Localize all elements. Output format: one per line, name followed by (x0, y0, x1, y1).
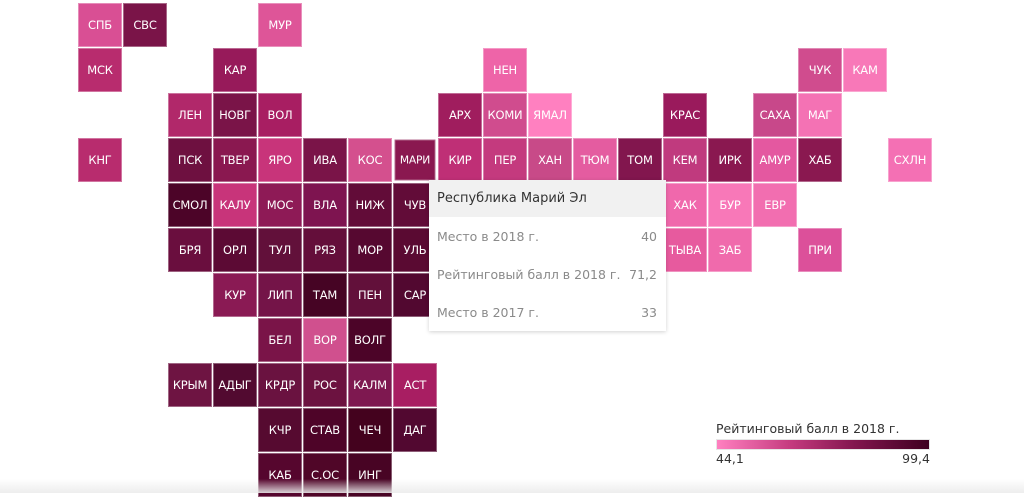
region-tile[interactable]: КЕМ (663, 138, 707, 182)
region-tile[interactable]: КАЛМ (348, 363, 392, 407)
region-tile[interactable]: ХАК (663, 183, 707, 227)
region-tile[interactable]: КРДР (258, 363, 302, 407)
region-tile[interactable]: ИНГ (348, 453, 392, 497)
region-tile[interactable]: АМУР (753, 138, 797, 182)
region-tile[interactable]: ТАМ (303, 273, 347, 317)
region-tile[interactable]: ВЛА (303, 183, 347, 227)
region-tile[interactable]: АСТ (393, 363, 437, 407)
tooltip-value: 33 (641, 304, 657, 320)
region-tile[interactable]: КАМ (843, 48, 887, 92)
region-tile[interactable]: ВОЛГ (348, 318, 392, 362)
region-tile[interactable]: КАБ (258, 453, 302, 497)
region-tile[interactable]: ЯРО (258, 138, 302, 182)
region-tile[interactable]: АДЫГ (213, 363, 257, 407)
region-tile[interactable]: САХА (753, 93, 797, 137)
region-tile[interactable]: ХАН (528, 138, 572, 182)
region-tile[interactable]: КЧР (258, 408, 302, 452)
region-tile[interactable]: ЧЕЧ (348, 408, 392, 452)
region-tile[interactable]: КИР (438, 138, 482, 182)
region-tile[interactable]: ЧУК (798, 48, 842, 92)
region-tile[interactable]: ПЕР (483, 138, 527, 182)
region-tile[interactable]: НОВГ (213, 93, 257, 137)
region-tile[interactable]: КАР (213, 48, 257, 92)
region-tile[interactable]: РЯЗ (303, 228, 347, 272)
region-tile[interactable]: ВОЛ (258, 93, 302, 137)
tooltip-value: 71,2 (629, 266, 657, 282)
region-tile[interactable]: КНГ (78, 138, 122, 182)
region-tile[interactable]: ТУЛ (258, 228, 302, 272)
region-tile[interactable]: ИВА (303, 138, 347, 182)
tooltip-row-score-2018: Рейтинговый балл в 2018 г. 71,2 (429, 255, 666, 293)
tooltip-row-rank-2017: Место в 2017 г. 33 (429, 293, 666, 331)
legend-gradient-bar (716, 439, 930, 450)
tooltip-label: Рейтинговый балл в 2018 г. (437, 266, 621, 282)
region-tile[interactable]: ДАГ (393, 408, 437, 452)
region-tile[interactable]: ЛИП (258, 273, 302, 317)
region-tile[interactable]: СМОЛ (168, 183, 212, 227)
region-tile[interactable]: ВОР (303, 318, 347, 362)
legend-title: Рейтинговый балл в 2018 г. (716, 421, 900, 436)
region-tile[interactable]: КОМИ (483, 93, 527, 137)
region-tile[interactable]: С.ОС (303, 453, 347, 497)
region-tile[interactable]: ИРК (708, 138, 752, 182)
region-tile[interactable]: МАГ (798, 93, 842, 137)
region-tile[interactable]: СВС (123, 3, 167, 47)
tooltip-label: Место в 2017 г. (437, 304, 539, 320)
region-tile[interactable]: КРЫМ (168, 363, 212, 407)
region-tile[interactable]: КОС (348, 138, 392, 182)
tooltip-value: 40 (641, 228, 657, 244)
region-tile[interactable]: ТОМ (618, 138, 662, 182)
region-tile[interactable]: РОС (303, 363, 347, 407)
legend-min-label: 44,1 (716, 451, 744, 466)
region-tile[interactable]: НЕН (483, 48, 527, 92)
region-tile[interactable]: БЕЛ (258, 318, 302, 362)
region-tile[interactable]: КУР (213, 273, 257, 317)
region-tile[interactable]: МОР (348, 228, 392, 272)
region-tile[interactable]: МАРИ (394, 139, 436, 181)
region-tile[interactable]: ЯМАЛ (528, 93, 572, 137)
region-tile[interactable]: ЛЕН (168, 93, 212, 137)
region-tile[interactable]: АРХ (438, 93, 482, 137)
tooltip-label: Место в 2018 г. (437, 228, 539, 244)
region-tile[interactable]: ТВЕР (213, 138, 257, 182)
region-tile[interactable]: ПРИ (798, 228, 842, 272)
region-tile[interactable]: ПСК (168, 138, 212, 182)
region-tile[interactable]: КРАС (663, 93, 707, 137)
region-tile[interactable]: МУР (258, 3, 302, 47)
region-tile[interactable]: ХАБ (798, 138, 842, 182)
region-tile[interactable]: КАЛУ (213, 183, 257, 227)
region-tile[interactable]: СПБ (78, 3, 122, 47)
color-legend: Рейтинговый балл в 2018 г. 44,1 99,4 (716, 421, 930, 466)
region-tile[interactable]: БУР (708, 183, 752, 227)
legend-max-label: 99,4 (902, 451, 930, 466)
region-tooltip: Республика Марий Эл Место в 2018 г. 40 Р… (429, 180, 666, 331)
region-tile[interactable]: ЕВР (753, 183, 797, 227)
region-tile[interactable]: БРЯ (168, 228, 212, 272)
tooltip-title: Республика Марий Эл (429, 180, 666, 217)
region-tile[interactable]: ТЫВА (663, 228, 707, 272)
region-tile[interactable]: ЗАБ (708, 228, 752, 272)
region-tile[interactable]: СХЛН (888, 138, 932, 182)
region-tile[interactable]: НИЖ (348, 183, 392, 227)
tooltip-row-rank-2018: Место в 2018 г. 40 (429, 217, 666, 255)
region-tile[interactable]: ПЕН (348, 273, 392, 317)
region-tile[interactable]: МСК (78, 48, 122, 92)
region-tile[interactable]: ТЮМ (573, 138, 617, 182)
region-tile[interactable]: МОС (258, 183, 302, 227)
region-tile[interactable]: ОРЛ (213, 228, 257, 272)
region-tile[interactable]: СТАВ (303, 408, 347, 452)
